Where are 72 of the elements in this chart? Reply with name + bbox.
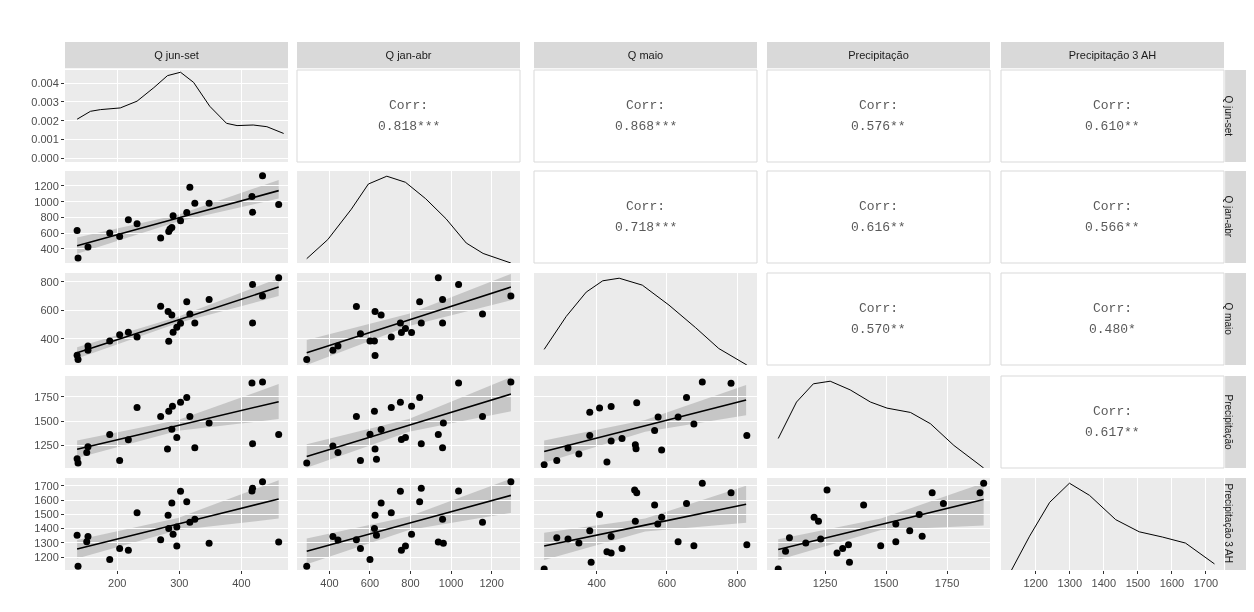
text: Q jan-abr [1222,195,1234,238]
text: Corr: [859,301,899,316]
x-tick-label: 1400 [1091,577,1117,590]
text: Corr: [1093,98,1133,113]
x-tick-label: 1000 [438,577,464,590]
text: Corr: [859,98,899,113]
text: Q maio [627,48,664,61]
x-tick-label: 800 [727,577,747,590]
text: Corr: [626,199,666,214]
y-tick-label: 1300 [34,536,59,549]
text: Corr: [1093,301,1133,316]
text: 0.570** [851,322,906,337]
text: 0.616** [851,220,906,235]
y-tick-label: 1750 [34,390,59,403]
y-tick-label: 0.004 [31,76,59,89]
y-tick-label: 1400 [34,522,59,535]
y-tick-label: 600 [40,304,59,317]
y-tick-label: 1200 [34,179,59,192]
chart-title: Q jun-set [154,48,199,61]
y-tick-label: 800 [40,211,59,224]
x-tick-label: 300 [170,577,189,590]
text: 0.566** [1085,220,1140,235]
text: Corr: [1093,199,1133,214]
text: Q jan-abr [385,48,432,61]
x-tick-label: 1300 [1057,577,1083,590]
y-tick-label: 1200 [34,550,59,563]
y-tick-label: 400 [40,242,59,255]
x-tick-label: 400 [232,577,251,590]
x-tick-label: 600 [657,577,677,590]
x-tick-label: 1200 [479,577,504,590]
text: Precipitação 3 AH [1068,48,1157,61]
y-tick-label: 600 [40,227,59,240]
y-tick-label: 0.002 [31,114,59,127]
x-tick-label: 1700 [1193,577,1219,590]
y-tick-label: 1000 [34,195,59,208]
x-tick-label: 1250 [812,577,838,590]
y-tick-label: 400 [40,332,59,345]
text: 0.818*** [378,119,441,134]
x-tick-label: 400 [320,577,339,590]
text: Corr: [859,199,899,214]
x-tick-label: 1500 [873,577,899,590]
x-tick-label: 1750 [934,577,960,590]
y-tick-label: 1250 [34,439,59,452]
text: 0.617** [1085,425,1140,440]
text: 0.480* [1089,322,1136,337]
y2-axis-title: Precipitação 3 AH [1222,483,1234,563]
text: 0.610** [1085,119,1140,134]
text: Q jun-set [1222,95,1234,137]
text: 0.868*** [615,119,678,134]
y-tick-label: 800 [40,275,59,288]
text: 0.718*** [615,220,678,235]
y-tick-label: 0.003 [31,95,59,108]
x-tick-label: 1200 [1023,577,1048,590]
y-tick-label: 1500 [34,508,59,521]
y-tick-label: 1500 [34,414,59,427]
text: Corr: [626,98,666,113]
x-tick-label: 800 [401,577,420,590]
x-tick-label: 1600 [1159,577,1185,590]
y-tick-label: 1600 [34,493,59,506]
x-tick-label: 600 [360,577,380,590]
text: Corr: [1093,404,1133,419]
y-tick-label: 1700 [34,479,59,492]
text: Precipitação [1222,394,1234,450]
text: 0.576** [851,119,906,134]
y-tick-label: 0.000 [31,152,59,165]
y-tick-label: 0.001 [31,133,59,146]
x-tick-label: 400 [587,577,606,590]
x-tick-label: 200 [108,577,127,590]
text: Precipitação [848,48,909,61]
text: Corr: [389,98,429,113]
text: Q maio [1222,302,1234,336]
x-tick-label: 1500 [1125,577,1151,590]
